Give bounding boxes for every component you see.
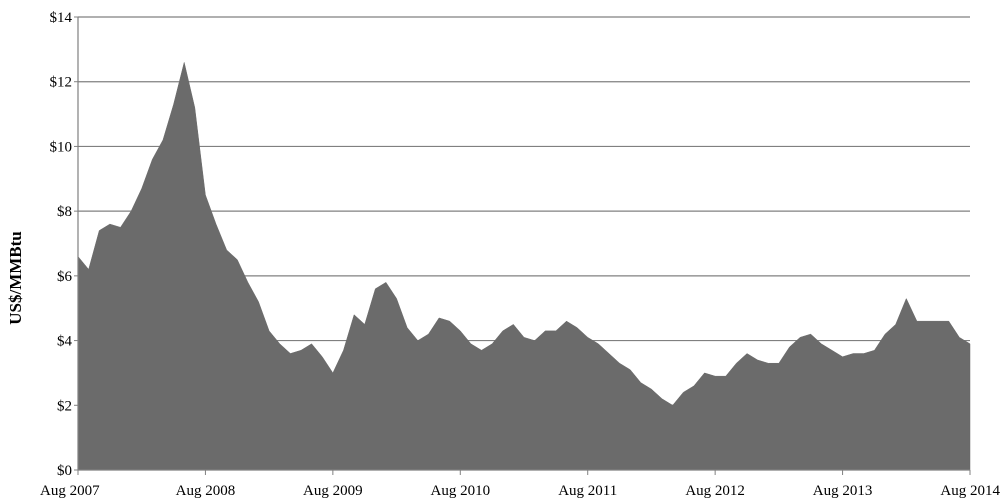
y-axis-title: US$/MMBtu (6, 231, 25, 325)
x-tick-label: Aug 2007 (40, 483, 100, 499)
y-tick-label: $8 (57, 204, 72, 220)
y-tick-label: $10 (50, 139, 73, 155)
y-axis-tick-labels: $0 $2 $4 $6 $8 $10 $12 $14 (50, 10, 73, 479)
y-tick-label: $14 (50, 10, 73, 26)
y-tick-label: $12 (50, 75, 73, 91)
y-tick-label: $0 (57, 463, 72, 479)
y-tick-label: $4 (57, 334, 73, 350)
x-tick-label: Aug 2012 (685, 483, 745, 499)
x-tick-label: Aug 2010 (430, 483, 490, 499)
x-tick-label: Aug 2009 (303, 483, 363, 499)
x-tick-label: Aug 2013 (813, 483, 873, 499)
price-area (77, 62, 971, 471)
x-tick-label: Aug 2008 (176, 483, 236, 499)
y-tick-label: $2 (57, 398, 72, 414)
y-tick-label: $6 (57, 269, 73, 285)
x-axis-tick-labels: Aug 2007 Aug 2008 Aug 2009 Aug 2010 Aug 2011… (40, 483, 1000, 499)
axes (74, 16, 971, 475)
x-tick-label: Aug 2014 (940, 483, 1000, 499)
x-tick-label: Aug 2011 (558, 483, 617, 499)
